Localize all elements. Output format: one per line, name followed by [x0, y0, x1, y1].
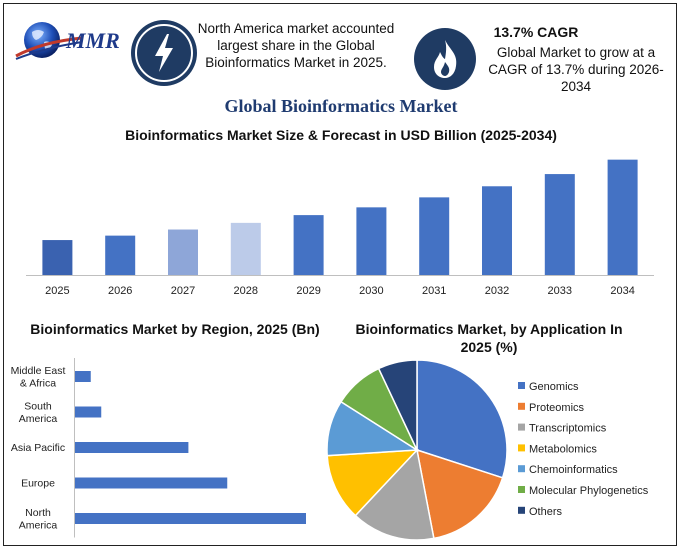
bar-2030: [356, 207, 387, 275]
region-bar-middle-east-africa: [75, 371, 91, 382]
pie-slice-genomics: [416, 359, 508, 479]
pie-slice-metabolomics: [326, 449, 419, 517]
legend-label-transcriptomics: Transcriptomics: [529, 423, 607, 435]
pie-slice-others: [377, 359, 418, 451]
flame-icon: [414, 28, 476, 90]
legend-label-metabolomics: Metabolomics: [529, 443, 597, 455]
legend-swatch-proteomics: [518, 402, 525, 410]
region-chart-title: Bioinformatics Market by Region, 2025 (B…: [30, 321, 320, 337]
bar-2031: [419, 197, 450, 275]
bar-2027: [168, 229, 198, 275]
x-tick-label-2033: 2033: [548, 285, 572, 297]
x-tick-label-2027: 2027: [171, 285, 195, 297]
bar-2033: [544, 174, 575, 275]
legend-label-others: Others: [529, 506, 563, 518]
legend-swatch-metabolomics: [518, 444, 525, 452]
logo-text: MMR: [66, 28, 120, 53]
bar-2032: [482, 186, 512, 275]
x-tick-label-2034: 2034: [610, 285, 634, 297]
region-label-asia-pacific: Asia Pacific: [11, 442, 65, 454]
legend-swatch-molecular-phylogenetics: [518, 486, 525, 493]
region-bar-south-america: [75, 406, 102, 418]
x-tick-label-2030: 2030: [359, 285, 383, 297]
main-title: Global Bioinformatics Market: [224, 96, 458, 116]
region-bar-europe: [75, 477, 228, 489]
right-info-text: Global Market to grow at a CAGR of 13.7%…: [488, 45, 664, 94]
region-label-middle-east-africa: Middle East & Africa: [11, 365, 66, 390]
bar-2028: [230, 222, 261, 275]
legend-label-molecular-phylogenetics: Molecular Phylogenetics: [529, 485, 649, 497]
region-label-north-america: North America: [19, 507, 58, 532]
x-tick-label-2032: 2032: [485, 285, 509, 297]
cagr-title: 13.7% CAGR: [493, 24, 579, 40]
lightning-icon: [131, 20, 197, 86]
legend-label-chemoinformatics: Chemoinformatics: [529, 464, 618, 476]
legend-label-genomics: Genomics: [529, 381, 579, 393]
x-tick-label-2025: 2025: [45, 285, 69, 297]
legend-swatch-transcriptomics: [518, 423, 525, 431]
region-bar-asia-pacific: [75, 442, 189, 453]
legend-swatch-chemoinformatics: [518, 465, 525, 473]
region-label-south-america: South America: [19, 400, 58, 425]
x-tick-label-2026: 2026: [108, 285, 132, 297]
x-tick-label-2031: 2031: [422, 285, 446, 297]
region-label-europe: Europe: [21, 478, 55, 490]
legend-label-proteomics: Proteomics: [529, 402, 585, 414]
pie-slice-transcriptomics: [354, 448, 435, 541]
market-size-chart-title: Bioinformatics Market Size & Forecast in…: [125, 127, 557, 143]
bar-2026: [105, 235, 136, 275]
region-bar-north-america: [75, 513, 306, 524]
legend-swatch-others: [518, 506, 525, 514]
application-chart-title: Bioinformatics Market, by Application In…: [355, 321, 623, 355]
mmr-globe-logo-icon: [15, 22, 83, 60]
pie-slice-proteomics: [416, 448, 504, 540]
x-tick-label-2029: 2029: [296, 285, 320, 297]
left-info-text: North America market accounted largest s…: [197, 21, 395, 70]
bar-2034: [607, 159, 638, 275]
bar-2025: [42, 240, 73, 275]
legend-swatch-genomics: [518, 382, 525, 389]
x-tick-label-2028: 2028: [234, 285, 258, 297]
bar-2029: [293, 215, 324, 275]
